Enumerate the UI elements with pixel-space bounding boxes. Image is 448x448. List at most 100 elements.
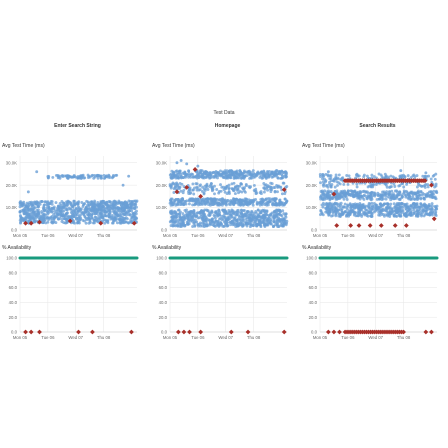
- perf-point: [193, 224, 197, 228]
- perf-point: [62, 213, 66, 217]
- perf-point: [213, 211, 217, 214]
- perf-point: [251, 169, 255, 173]
- perf-point: [28, 202, 31, 206]
- perf-point: [196, 173, 200, 177]
- perf-point: [110, 216, 114, 220]
- y-tick-label: 100.0: [306, 256, 317, 261]
- perf-point: [87, 201, 91, 205]
- perf-point: [94, 208, 98, 212]
- perf-point: [283, 219, 287, 223]
- perf-point: [336, 196, 340, 199]
- perf-point: [261, 198, 265, 201]
- perf-point: [248, 186, 252, 190]
- perf-point: [44, 200, 48, 204]
- perf-point: [104, 214, 108, 218]
- perf-point: [413, 197, 417, 201]
- perf-point: [177, 185, 181, 189]
- perf-point: [191, 175, 195, 179]
- perf-point: [392, 202, 396, 206]
- perf-point: [427, 204, 431, 208]
- perf-point: [282, 212, 286, 216]
- perf-point: [385, 190, 389, 194]
- perf-point: [405, 182, 409, 186]
- failure-marker: [403, 223, 409, 228]
- perf-point: [395, 209, 398, 213]
- perf-point: [28, 214, 32, 218]
- perf-point: [429, 177, 433, 181]
- perf-point: [433, 204, 437, 208]
- perf-point: [262, 182, 266, 185]
- perf-point: [337, 214, 341, 218]
- perf-point: [198, 223, 202, 227]
- perf-point: [114, 201, 118, 205]
- perf-point: [245, 199, 249, 203]
- perf-point: [357, 192, 361, 196]
- perf-point: [128, 205, 132, 209]
- perf-point: [413, 204, 417, 208]
- x-tick-label: Thu 08: [97, 233, 111, 238]
- perf-point: [353, 194, 357, 197]
- perf-point: [123, 206, 127, 210]
- perf-point: [26, 211, 30, 215]
- perf-point: [234, 197, 238, 201]
- perf-point: [338, 194, 342, 198]
- failure-marker: [198, 329, 204, 335]
- perf-point: [79, 217, 83, 221]
- perf-point: [106, 204, 110, 208]
- perf-point: [329, 185, 333, 188]
- perf-point: [248, 199, 252, 203]
- perf-point: [227, 173, 231, 177]
- y-tick-label: 20.0K: [156, 183, 167, 188]
- failure-marker: [181, 329, 187, 335]
- perf-point: [330, 207, 334, 211]
- perf-point: [418, 212, 422, 215]
- perf-point: [197, 188, 201, 192]
- perf-point: [424, 206, 428, 210]
- perf-point: [263, 215, 267, 219]
- failure-marker: [367, 223, 373, 228]
- perf-point: [268, 199, 272, 203]
- perf-point: [175, 212, 179, 216]
- perf-point: [252, 171, 256, 175]
- perf-point: [235, 188, 239, 192]
- perf-point: [206, 173, 210, 177]
- perf-point: [358, 189, 362, 193]
- perf-point: [82, 210, 86, 214]
- perf-point: [238, 218, 242, 222]
- perf-point: [180, 182, 184, 186]
- perf-point: [178, 212, 181, 216]
- perf-point: [95, 218, 99, 221]
- x-tick-label: Tue 06: [191, 335, 205, 340]
- perf-point: [354, 173, 358, 177]
- perf-point: [355, 185, 359, 189]
- perf-point: [222, 185, 226, 189]
- perf-point: [391, 175, 395, 179]
- perf-point: [233, 192, 237, 196]
- perf-point: [420, 193, 424, 197]
- perf-point: [54, 173, 58, 177]
- y-tick-label: 20.0: [159, 315, 168, 320]
- perf-point: [243, 174, 247, 178]
- perf-point: [173, 186, 177, 190]
- perf-point: [123, 216, 127, 220]
- perf-point: [262, 208, 266, 212]
- perf-point: [283, 197, 287, 201]
- perf-point: [172, 191, 176, 194]
- perf-point: [383, 182, 387, 186]
- perf-point: [201, 185, 205, 189]
- perf-point: [327, 202, 331, 206]
- perf-point: [277, 224, 281, 228]
- perf-point: [255, 172, 259, 176]
- perf-point: [429, 190, 433, 194]
- perf-point: [346, 182, 350, 186]
- perf-point: [328, 182, 331, 186]
- perf-point: [179, 189, 183, 193]
- perf-point: [93, 215, 97, 219]
- perf-point: [81, 173, 85, 177]
- perf-point: [254, 217, 258, 221]
- perf-point: [270, 185, 273, 189]
- perf-point: [111, 221, 114, 225]
- perf-point: [214, 219, 218, 223]
- perf-point: [339, 203, 343, 207]
- perf-point: [275, 212, 279, 216]
